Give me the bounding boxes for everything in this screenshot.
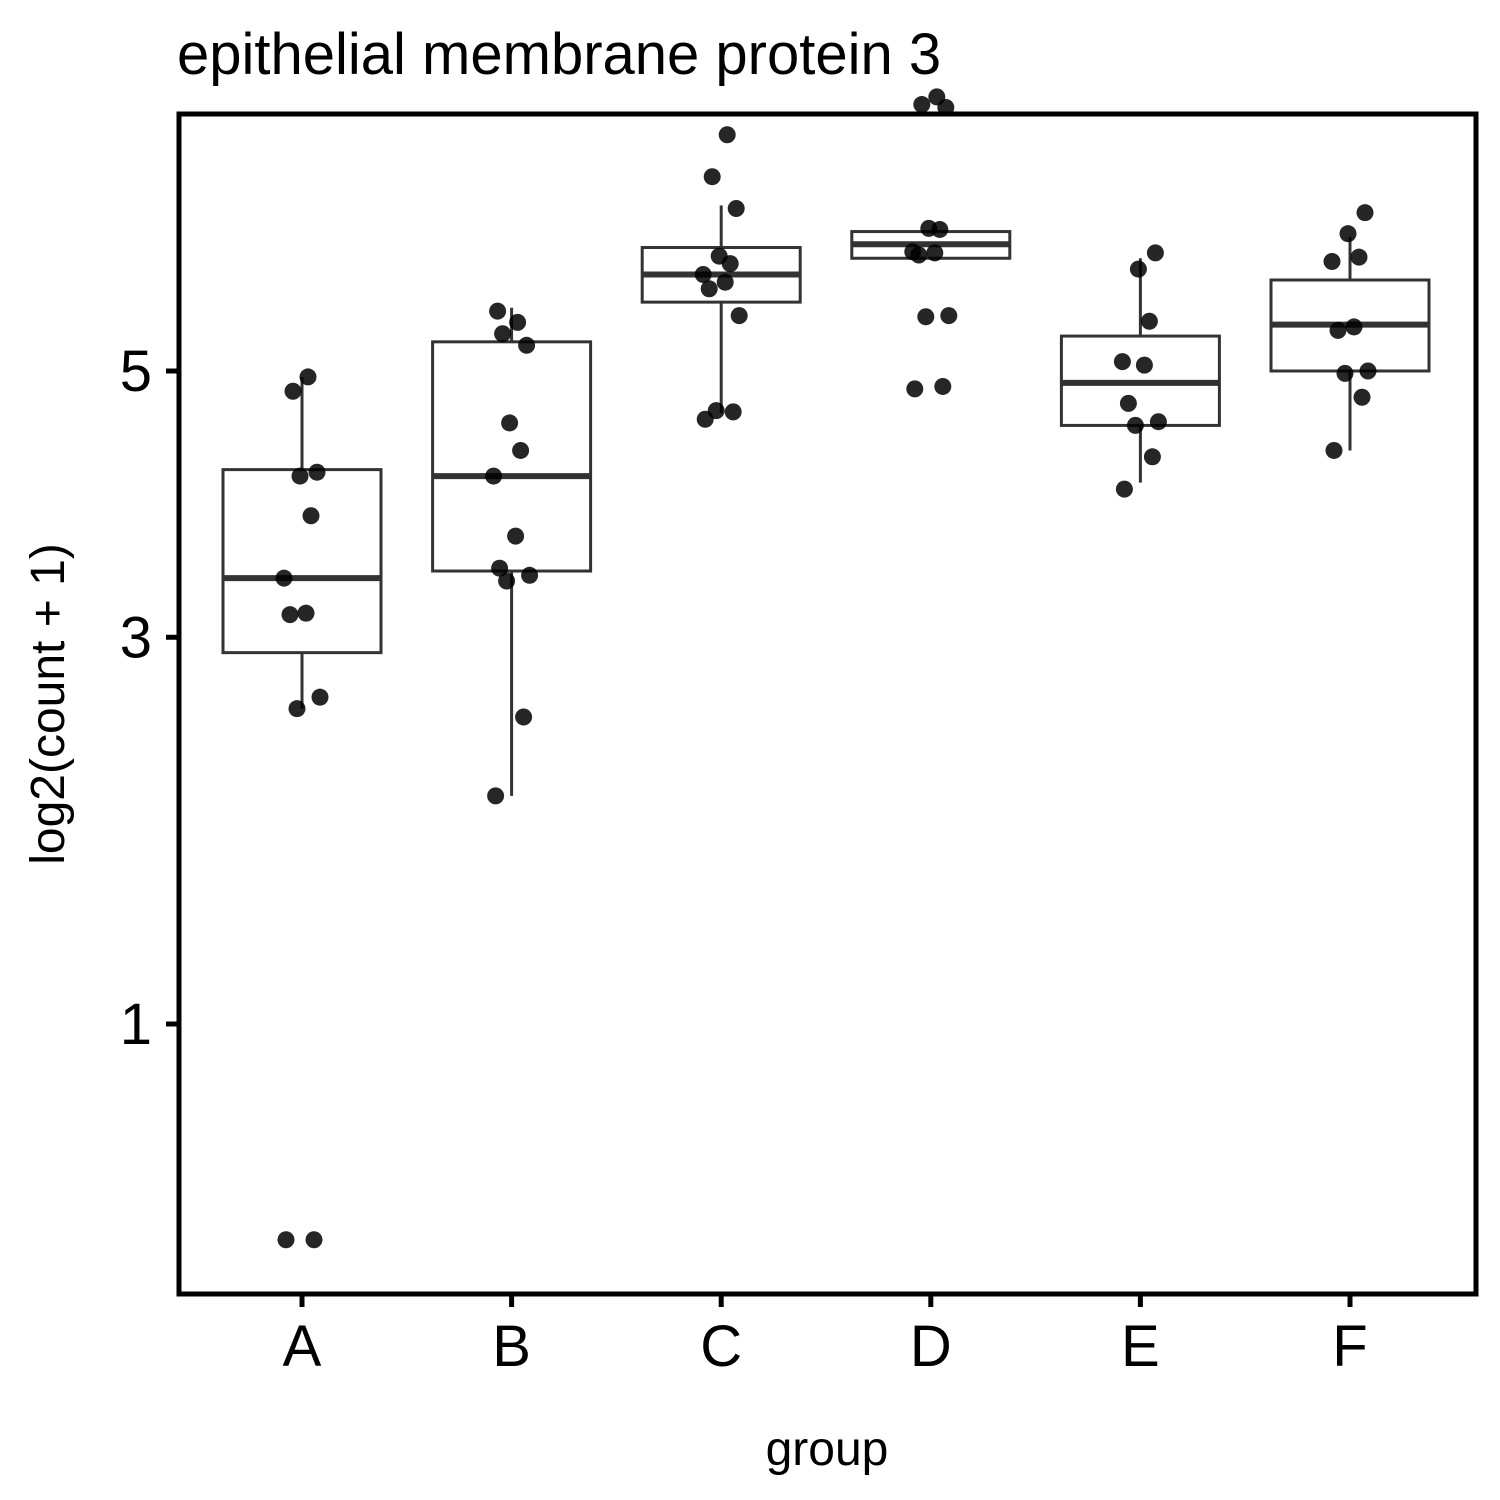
- data-point: [724, 403, 742, 421]
- data-point: [926, 244, 944, 262]
- y-axis-title: log2(count + 1): [22, 543, 75, 865]
- data-point: [940, 307, 958, 325]
- data-point: [934, 377, 952, 395]
- data-point: [1126, 416, 1144, 434]
- y-tick-label: 1: [120, 992, 152, 1057]
- data-point: [694, 266, 712, 284]
- data-point: [1329, 321, 1347, 339]
- data-point: [928, 88, 946, 106]
- box-A: [221, 376, 383, 709]
- chart-title: epithelial membrane protein 3: [177, 22, 941, 87]
- x-tick-label: E: [1121, 1314, 1160, 1379]
- data-point: [1359, 362, 1377, 380]
- box-B: [431, 307, 593, 796]
- x-tick-label: F: [1332, 1314, 1367, 1379]
- box-E: [1059, 258, 1221, 483]
- data-point: [920, 219, 938, 237]
- plot-panel-border: [176, 111, 1479, 1297]
- data-point: [288, 700, 306, 718]
- points-D: [904, 88, 958, 398]
- data-point: [487, 787, 505, 805]
- data-point: [1345, 318, 1363, 336]
- data-point: [1143, 448, 1161, 466]
- data-point: [1353, 388, 1371, 406]
- data-point: [498, 572, 516, 590]
- data-point: [489, 302, 507, 320]
- box-body: [221, 468, 383, 655]
- data-point: [491, 559, 509, 577]
- y-tick-label: 3: [120, 605, 152, 670]
- x-tick-label: B: [492, 1314, 531, 1379]
- data-point: [308, 463, 326, 481]
- points-A: [275, 368, 329, 1249]
- data-point: [1356, 204, 1374, 222]
- data-point: [716, 273, 734, 291]
- data-point: [507, 527, 525, 545]
- points-C: [694, 126, 748, 428]
- data-point: [710, 247, 728, 265]
- data-point: [512, 441, 530, 459]
- data-point: [1323, 252, 1341, 270]
- data-point: [299, 368, 317, 386]
- data-point: [1129, 260, 1147, 278]
- x-tick-label: C: [700, 1314, 742, 1379]
- data-point: [906, 380, 924, 398]
- data-point: [275, 569, 293, 587]
- box-F: [1269, 236, 1431, 451]
- axes: 1 3 5 A B C D E F: [120, 339, 1368, 1379]
- data-point: [509, 313, 527, 331]
- data-point: [730, 307, 748, 325]
- data-point: [494, 325, 512, 343]
- data-point: [1339, 225, 1357, 243]
- data-point: [277, 1231, 295, 1249]
- data-point: [1146, 244, 1164, 262]
- data-point: [1149, 413, 1167, 431]
- data-point: [515, 708, 533, 726]
- data-point: [718, 126, 736, 144]
- data-point: [727, 200, 745, 218]
- data-point: [521, 566, 539, 584]
- data-point: [1119, 394, 1137, 412]
- data-point: [302, 507, 320, 525]
- data-point: [1325, 441, 1343, 459]
- data-point: [1115, 480, 1133, 498]
- data-point: [917, 308, 935, 326]
- plot-area: [221, 88, 1431, 1249]
- x-axis-title: group: [766, 1423, 889, 1476]
- data-point: [913, 96, 931, 114]
- x-tick-label: D: [910, 1314, 952, 1379]
- data-point: [1135, 356, 1153, 374]
- data-point: [1336, 364, 1354, 382]
- data-point: [518, 336, 536, 354]
- data-point: [1350, 248, 1368, 266]
- data-point: [904, 243, 922, 261]
- points-F: [1323, 204, 1377, 459]
- data-point: [501, 414, 519, 432]
- data-point: [311, 688, 329, 706]
- data-point: [703, 168, 721, 186]
- box-C: [640, 205, 802, 414]
- data-point: [281, 606, 299, 624]
- data-point: [707, 402, 725, 420]
- points-E: [1113, 244, 1167, 498]
- data-point: [297, 604, 315, 622]
- data-point: [305, 1231, 323, 1249]
- data-point: [1140, 312, 1158, 330]
- data-point: [485, 467, 503, 485]
- data-point: [1113, 353, 1131, 371]
- points-B: [485, 302, 539, 805]
- x-tick-label: A: [283, 1314, 322, 1379]
- y-tick-label: 5: [120, 339, 152, 404]
- data-point: [284, 382, 302, 400]
- data-point: [291, 467, 309, 485]
- data-point: [700, 280, 718, 298]
